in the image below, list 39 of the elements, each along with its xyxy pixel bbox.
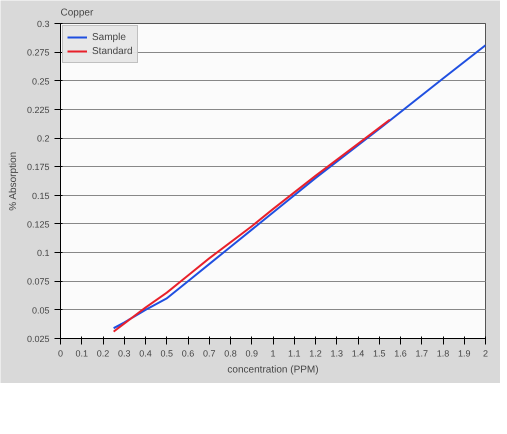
y-tick-label: 0.1: [36, 248, 50, 258]
y-axis-title: % Absorption: [8, 152, 19, 211]
x-tick-label: 1.4: [352, 348, 364, 358]
chart-title: Copper: [60, 8, 94, 18]
y-tick-label: 0.025: [26, 334, 50, 344]
y-tick-label: 0.3: [36, 19, 50, 29]
x-tick-label: 0.4: [139, 348, 152, 358]
x-axis-title: concentration (PPM): [227, 364, 319, 376]
x-tick-label: 1.5: [372, 348, 386, 358]
x-tick-label: 0: [58, 348, 64, 358]
x-tick-label: 0.2: [96, 348, 110, 358]
x-tick-label: 1.6: [394, 348, 407, 358]
legend-label: Sample: [92, 30, 126, 44]
y-tick-label: 0.25: [32, 76, 50, 86]
y-tick-label: 0.275: [26, 48, 50, 58]
x-tick-label: 0.9: [245, 348, 258, 358]
x-tick-label: 1.8: [436, 348, 450, 358]
x-tick-label: 0.1: [75, 348, 88, 358]
x-tick-label: 1.9: [458, 348, 471, 358]
x-tick-label: 0.5: [160, 348, 174, 358]
x-tick-label: 1.1: [288, 348, 301, 358]
x-tick-label: 1.3: [330, 348, 344, 358]
x-tick-label: 2: [482, 348, 488, 358]
x-tick-label: 1: [270, 348, 276, 358]
y-tick-label: 0.05: [32, 305, 50, 316]
x-tick-label: 1.2: [309, 348, 322, 358]
y-tick-label: 0.075: [26, 276, 50, 287]
x-tick-label: 0.3: [118, 348, 131, 358]
y-tick-label: 0.15: [32, 190, 50, 201]
y-tick-label: 0.225: [26, 104, 50, 115]
y-tick-label: 0.175: [26, 162, 50, 172]
y-tick-label: 0.125: [26, 219, 50, 230]
x-tick-label: 0.7: [202, 348, 216, 358]
legend-label: Standard: [92, 44, 133, 58]
y-tick-label: 0.2: [36, 134, 50, 144]
x-tick-label: 1.7: [415, 348, 428, 358]
x-tick-label: 0.6: [182, 348, 194, 358]
line-series: [112, 118, 391, 333]
x-tick-label: 0.8: [224, 348, 237, 358]
